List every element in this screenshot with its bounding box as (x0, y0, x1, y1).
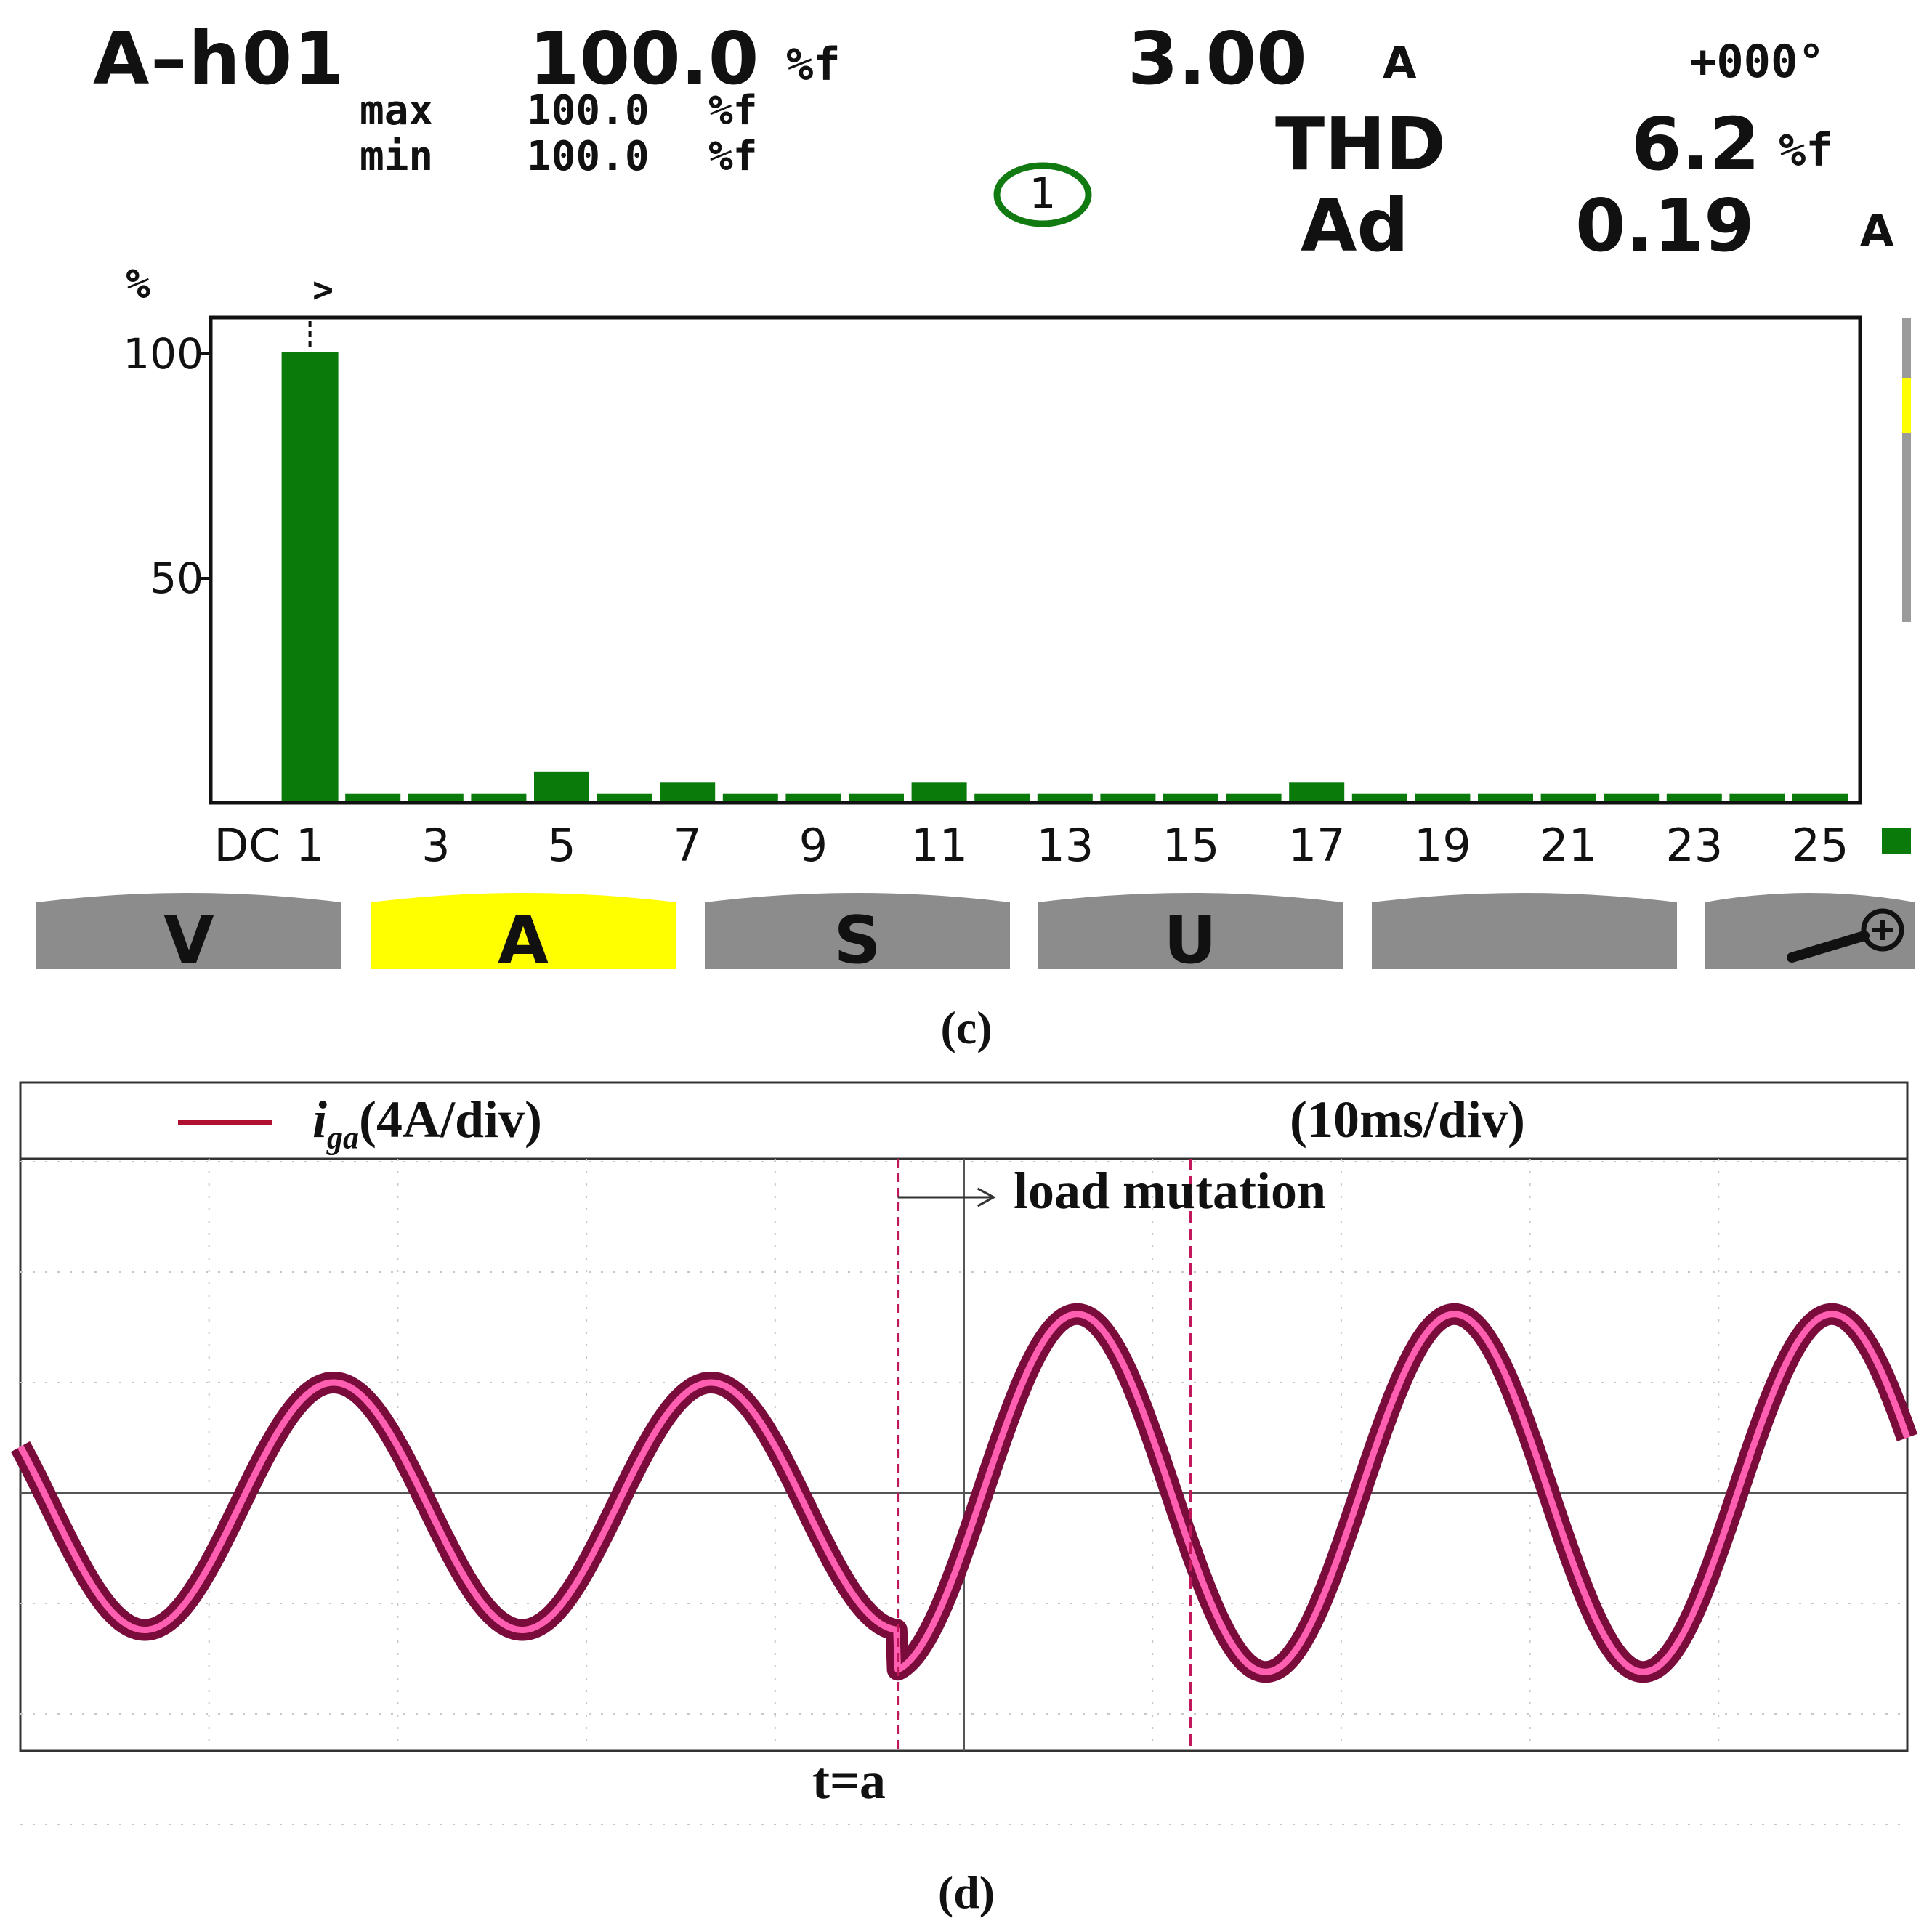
softkey-label: A (498, 902, 549, 979)
bar-h14 (1100, 793, 1156, 801)
bar-h7 (660, 782, 716, 801)
softkey-a[interactable]: A (371, 888, 676, 979)
min-label: min (360, 133, 434, 180)
more-harmonics-indicator (1882, 828, 1911, 854)
percent-value: 100.0 (529, 16, 759, 101)
softkey-u[interactable]: U (1038, 888, 1343, 979)
percent-unit: %f (786, 38, 841, 91)
bar-h23 (1666, 793, 1722, 801)
trace-iga (17, 1311, 1911, 1675)
bar-h4 (471, 793, 527, 801)
y-tick-label: 50 (150, 554, 203, 603)
min-value: 100.0 (527, 133, 650, 180)
channel-badge-label: 1 (1029, 169, 1056, 218)
x-tick-label: 7 (673, 819, 701, 872)
x-tick-label: 23 (1665, 819, 1723, 872)
waveform-chart (10, 1081, 1918, 1825)
x-tick-label: 13 (1036, 819, 1094, 872)
annotation-label: load mutation (1014, 1162, 1327, 1220)
bar-h21 (1540, 793, 1596, 801)
bar-h19 (1415, 793, 1471, 801)
bar-h20 (1478, 793, 1533, 801)
scroll-track (1902, 318, 1911, 622)
time-scale-label: (10ms/div) (1290, 1091, 1525, 1149)
max-unit: %f (708, 87, 758, 134)
arrow-head-icon (977, 1187, 996, 1207)
x-tick-label: 1 (296, 819, 324, 872)
plot-frame (209, 315, 1862, 805)
x-tick-label: 17 (1288, 819, 1346, 872)
bar-h9 (785, 793, 841, 801)
bar-h5 (534, 771, 589, 801)
rms-unit: A (1383, 38, 1417, 89)
legend-line (178, 1120, 272, 1125)
x-tick-label: 25 (1792, 819, 1849, 872)
ad-value: 0.19 (1575, 183, 1755, 268)
harmonic-id: A–h01 (93, 16, 346, 101)
x-tick-label: 19 (1414, 819, 1471, 872)
rms-value: 3.00 (1128, 16, 1307, 101)
softkey-zoom[interactable] (1705, 888, 1915, 969)
bar-h25 (1792, 793, 1848, 801)
bar-h15 (1163, 793, 1218, 801)
min-unit: %f (708, 133, 758, 180)
x-tick-label: 15 (1163, 819, 1220, 872)
x-tick-label: 9 (799, 819, 828, 872)
legend-label: iga(4A/div) (312, 1091, 543, 1156)
y-axis-label: % (126, 262, 150, 308)
thd-value: 6.2 (1631, 102, 1761, 187)
x-tick-label: 5 (547, 819, 575, 872)
softkey-label: S (833, 902, 881, 979)
bar-h1 (281, 352, 339, 801)
event-marker-label: t=a (812, 1752, 886, 1810)
bar-h16 (1226, 793, 1282, 801)
bar-h11 (911, 782, 967, 801)
bar-h12 (974, 793, 1030, 801)
bar-h13 (1037, 793, 1093, 801)
channel-badge-icon (993, 162, 1092, 227)
x-tick-label: 11 (910, 819, 968, 872)
caption-d: (d) (937, 1866, 995, 1918)
ad-unit: A (1860, 206, 1894, 256)
softkey-blank[interactable] (1372, 888, 1677, 969)
softkey-s[interactable]: S (705, 888, 1010, 979)
bar-h17 (1289, 782, 1345, 801)
bar-h24 (1729, 793, 1785, 801)
thd-label: THD (1275, 102, 1446, 187)
ad-label: Ad (1301, 183, 1409, 268)
bar-h8 (722, 793, 778, 801)
bar-h6 (597, 793, 652, 801)
scroll-thumb (1902, 378, 1911, 433)
bar-h3 (408, 793, 464, 801)
phase-value: +000° (1689, 35, 1825, 88)
cursor-marker: > (312, 270, 334, 310)
max-value: 100.0 (527, 87, 650, 134)
bar-h22 (1604, 793, 1660, 801)
softkey-label: U (1163, 902, 1217, 979)
softkey-label: V (163, 902, 214, 979)
max-label: max (360, 87, 434, 134)
x-tick-label: 3 (421, 819, 450, 872)
softkey-v[interactable]: V (36, 888, 341, 979)
caption-c: (c) (940, 1002, 993, 1053)
bar-h18 (1351, 793, 1407, 801)
x-tick-label: DC (214, 819, 280, 872)
bar-h2 (345, 793, 401, 801)
y-tick-label: 100 (123, 329, 203, 379)
thd-unit: %f (1779, 124, 1833, 177)
bar-h10 (849, 793, 904, 801)
x-tick-label: 21 (1540, 819, 1597, 872)
